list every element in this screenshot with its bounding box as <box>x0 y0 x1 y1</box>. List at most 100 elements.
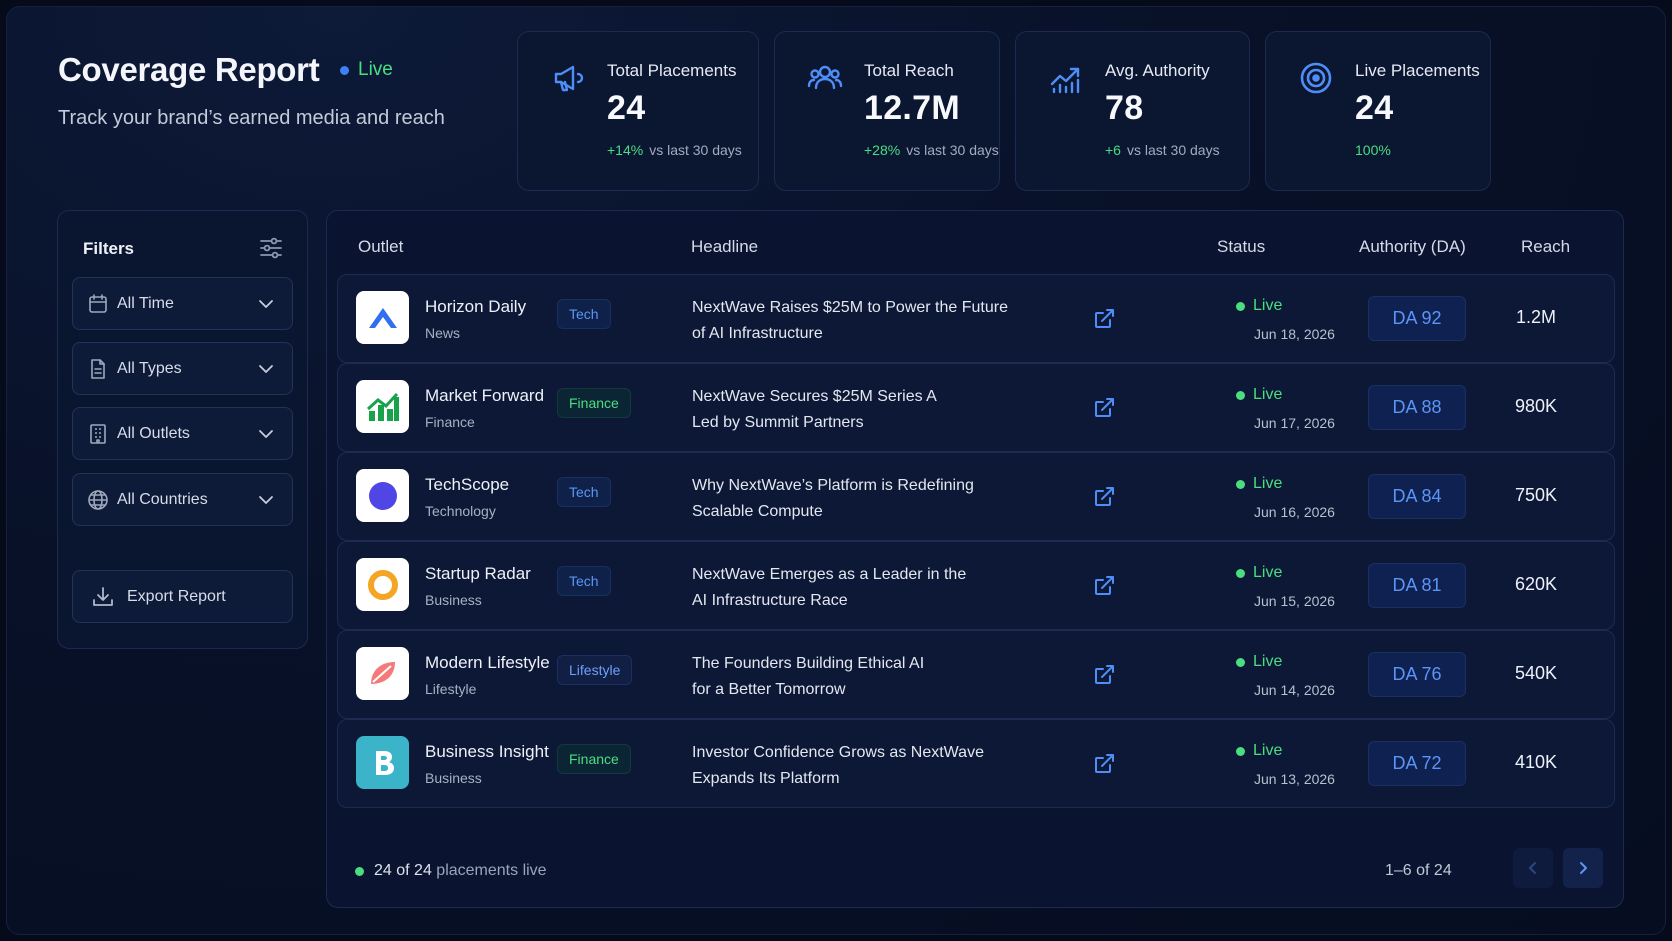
external-link-icon[interactable] <box>1092 663 1116 687</box>
placements-table: Outlet Headline Status Authority (DA) Re… <box>326 210 1624 908</box>
download-icon <box>93 586 113 606</box>
authority-badge: DA 84 <box>1368 474 1466 519</box>
market-forward-logo <box>356 380 409 433</box>
live-count: 24 <box>374 862 392 879</box>
reach-value: 620K <box>1514 574 1558 594</box>
headline: NextWave Secures $25M Series A Led by Sum… <box>692 384 1032 436</box>
outlet-type: Business <box>425 770 482 786</box>
page-subtitle: Track your brand’s earned media and reac… <box>58 107 445 129</box>
column-header-headline[interactable]: Headline <box>691 237 759 256</box>
next-page-button[interactable] <box>1563 848 1603 888</box>
stat-value: 24 <box>607 89 646 127</box>
outlet-name[interactable]: TechScope <box>425 475 510 494</box>
category-tag: Lifestyle <box>557 655 633 685</box>
export-report-label: Export Report <box>127 587 226 605</box>
export-report-button[interactable]: Export Report <box>72 570 293 623</box>
stat-delta-suffix: vs last 30 days <box>1126 142 1220 158</box>
stat-label: Total Reach <box>864 61 954 80</box>
column-header-authority[interactable]: Authority (DA) <box>1359 237 1466 256</box>
status-date: Jun 14, 2026 <box>1254 682 1335 698</box>
chevron-down-icon <box>259 299 273 308</box>
column-header-status[interactable]: Status <box>1217 237 1266 256</box>
stat-value: 78 <box>1105 89 1144 127</box>
status-dot-icon <box>1236 657 1245 667</box>
country-filter-value: All Countries <box>117 490 208 508</box>
outlet-type: Business <box>425 592 482 608</box>
headline: NextWave Emerges as a Leader in the AI In… <box>692 562 1032 614</box>
users-icon <box>807 65 843 90</box>
table-row[interactable]: Startup Radar Business Tech NextWave Eme… <box>337 541 1615 630</box>
reach-value: 410K <box>1514 752 1558 772</box>
stat-delta-value: +6 <box>1105 142 1121 158</box>
stat-value: 12.7M <box>864 89 960 127</box>
external-link-icon[interactable] <box>1092 396 1116 420</box>
stat-delta-value: +28% <box>864 142 901 158</box>
outlet-name[interactable]: Modern Lifestyle <box>425 653 550 672</box>
status-date: Jun 15, 2026 <box>1254 593 1335 609</box>
status-date: Jun 18, 2026 <box>1254 326 1335 342</box>
outlet-name[interactable]: Market Forward <box>425 386 545 405</box>
live-dot-icon <box>340 65 349 75</box>
app-frame: Coverage Report Live Track your brand’s … <box>6 6 1666 935</box>
category-tag: Finance <box>557 388 631 418</box>
outlet-name[interactable]: Startup Radar <box>425 564 531 583</box>
modern-lifestyle-logo <box>356 647 409 700</box>
stat-value: 24 <box>1355 89 1394 127</box>
table-row[interactable]: Horizon Daily News Tech NextWave Raises … <box>337 274 1615 363</box>
table-row[interactable]: TechScope Technology Tech Why NextWave’s… <box>337 452 1615 541</box>
sliders-icon[interactable] <box>258 235 284 261</box>
status-date: Jun 13, 2026 <box>1254 771 1335 787</box>
table-row[interactable]: Business Insight Business Finance Invest… <box>337 719 1615 808</box>
stat-delta: +28% vs last 30 days <box>864 142 999 158</box>
authority-badge: DA 81 <box>1368 563 1466 608</box>
table-row[interactable]: Market Forward Finance Finance NextWave … <box>337 363 1615 452</box>
table-row[interactable]: Modern Lifestyle Lifestyle Lifestyle The… <box>337 630 1615 719</box>
status-badge: Live <box>1236 564 1282 582</box>
reach-value: 1.2M <box>1515 307 1557 327</box>
outlet-name[interactable]: Business Insight <box>425 742 549 761</box>
headline: The Founders Building Ethical AI for a Be… <box>692 651 1032 703</box>
headline-line-1: Investor Confidence Grows as NextWave <box>692 744 984 761</box>
status-dot-icon <box>1236 479 1245 489</box>
chevron-right-icon <box>1580 862 1587 874</box>
authority-badge: DA 72 <box>1368 741 1466 786</box>
column-header-reach[interactable]: Reach <box>1521 237 1571 256</box>
status-dot-icon <box>1236 568 1245 578</box>
reach-value: 540K <box>1514 663 1558 683</box>
stat-card-total-placements: Total Placements 24 +14% vs last 30 days <box>517 31 759 191</box>
status-label: Live <box>1253 742 1283 759</box>
megaphone-icon <box>554 65 584 92</box>
external-link-icon[interactable] <box>1092 307 1116 331</box>
headline-line-2: Led by Summit Partners <box>692 414 864 431</box>
headline-line-2: of AI Infrastructure <box>692 325 823 342</box>
status-label: Live <box>1253 297 1283 314</box>
headline: Why NextWave’s Platform is Redefining Sca… <box>692 473 1032 525</box>
time-filter-select[interactable]: All Time <box>72 277 293 330</box>
outlet-filter-select[interactable]: All Outlets <box>72 407 293 460</box>
status-date: Jun 17, 2026 <box>1254 415 1335 431</box>
headline: NextWave Raises $25M to Power the Future… <box>692 295 1032 347</box>
startup-radar-logo <box>356 558 409 611</box>
live-suffix: placements live <box>436 862 547 879</box>
stat-delta-suffix: vs last 30 days <box>649 142 742 158</box>
category-tag: Tech <box>557 566 611 596</box>
prev-page-button[interactable] <box>1513 848 1553 888</box>
category-tag: Tech <box>557 477 611 507</box>
category-tag: Finance <box>557 744 631 774</box>
stat-label: Avg. Authority <box>1105 61 1210 80</box>
headline-line-2: AI Infrastructure Race <box>692 592 848 609</box>
external-link-icon[interactable] <box>1092 574 1116 598</box>
column-header-outlet[interactable]: Outlet <box>358 237 404 256</box>
reach-value: 980K <box>1514 396 1558 416</box>
filters-title: Filters <box>83 239 135 258</box>
headline-line-2: for a Better Tomorrow <box>692 681 846 698</box>
chevron-down-icon <box>259 364 273 373</box>
outlet-filter-value: All Outlets <box>117 424 190 442</box>
live-label: Live <box>358 59 393 80</box>
outlet-name[interactable]: Horizon Daily <box>425 297 527 316</box>
type-filter-select[interactable]: All Types <box>72 342 293 395</box>
headline-line-2: Expands Its Platform <box>692 770 840 787</box>
external-link-icon[interactable] <box>1092 752 1116 776</box>
external-link-icon[interactable] <box>1092 485 1116 509</box>
country-filter-select[interactable]: All Countries <box>72 473 293 526</box>
